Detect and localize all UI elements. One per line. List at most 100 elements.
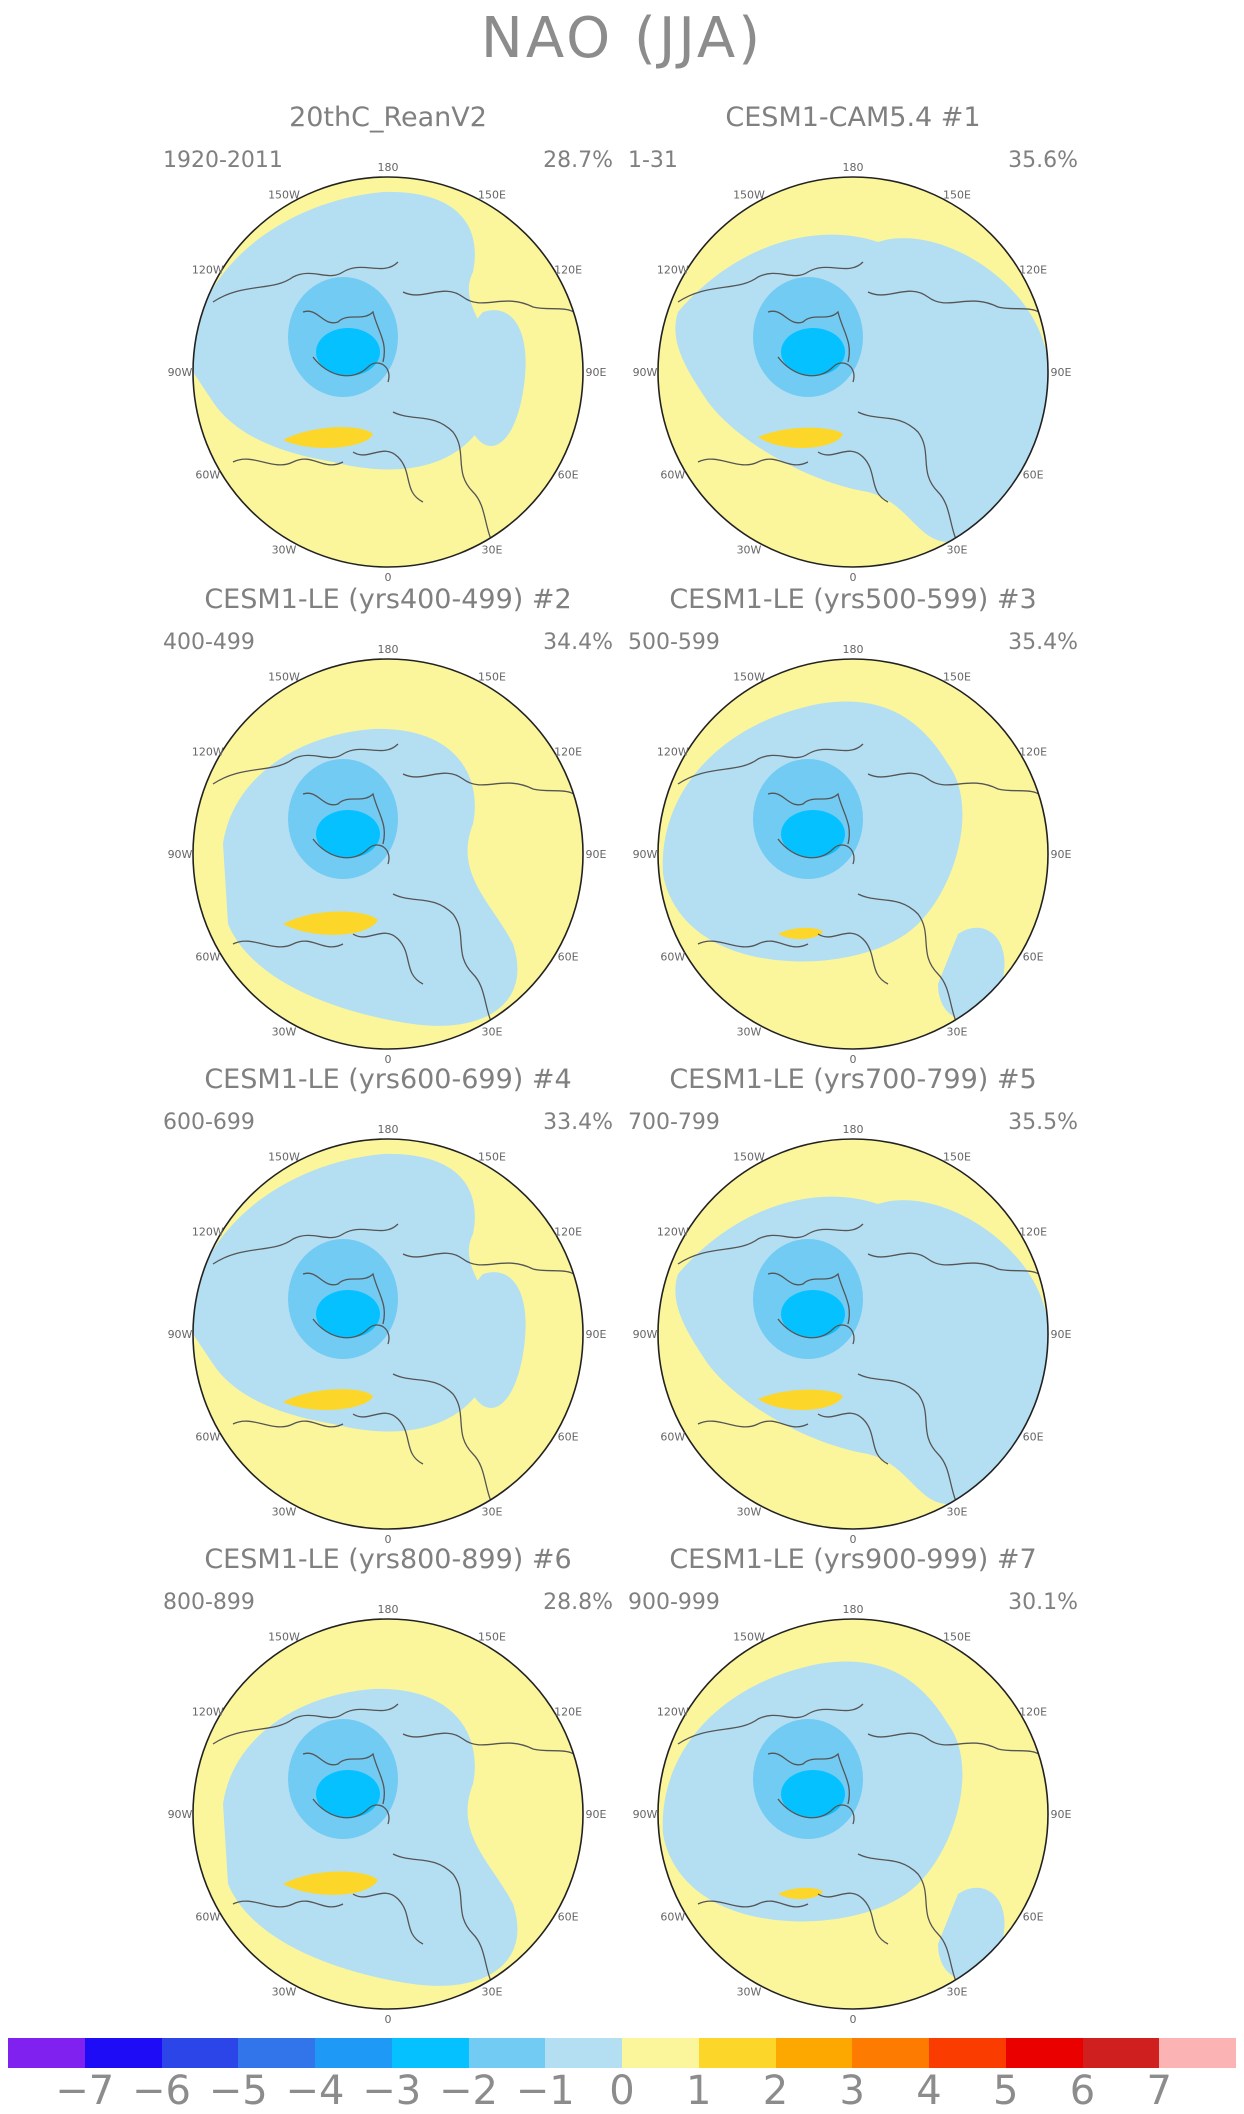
longitude-label: 30W (737, 1506, 762, 1519)
colorbar-labels: −7 −6 −5 −4 −3 −2 −1 0 1 2 3 4 5 6 7 (0, 2068, 1244, 2114)
longitude-label: 120E (1019, 264, 1047, 277)
colorbar-segment (468, 2038, 546, 2068)
panel-percent: 35.5% (1008, 1110, 1078, 1135)
longitude-label: 180 (378, 162, 399, 174)
panel-period: 1920-2011 (163, 148, 283, 173)
coastline (777, 1318, 855, 1345)
colorbar-segment (929, 2038, 1006, 2068)
colorbar-label: −5 (208, 2068, 268, 2114)
coastline (352, 1412, 424, 1465)
longitude-label: 180 (843, 162, 864, 174)
coastline (402, 1252, 583, 1285)
panel-percent: 28.8% (543, 1590, 613, 1615)
panel-title: CESM1-LE (yrs400-499) #2 (204, 584, 572, 615)
coastline (302, 792, 385, 845)
map-panel: CESM1-CAM5.4 #1 1-31 35.6% 180 150E 120E 90… (618, 102, 1088, 582)
map-field (193, 659, 583, 1049)
coastline (312, 1318, 390, 1345)
colorbar-label: −3 (362, 2068, 422, 2114)
coastline (817, 932, 889, 985)
longitude-label: 120E (1019, 1226, 1047, 1239)
negative-anomaly-center (316, 328, 380, 376)
coastline (767, 1752, 850, 1805)
coastline (867, 1732, 1048, 1765)
panel-title: CESM1-LE (yrs700-799) #5 (669, 1064, 1037, 1095)
longitude-label: 90E (1051, 1328, 1072, 1341)
longitude-label: 90E (1051, 848, 1072, 861)
longitude-label: 120E (554, 264, 582, 277)
longitude-label: 150W (268, 1150, 300, 1163)
coastline (232, 1900, 344, 1908)
longitude-label: 150W (268, 670, 300, 683)
coastline (677, 743, 864, 785)
longitude-label: 60E (558, 1431, 579, 1444)
positive-anomaly (758, 427, 843, 449)
colorbar-segment (8, 2038, 85, 2068)
coastline (857, 1853, 964, 1995)
coastline (212, 743, 399, 785)
negative-anomaly-center (316, 1770, 380, 1818)
coastline (697, 1900, 809, 1908)
longitude-label: 30E (482, 544, 503, 557)
longitude-label: 120W (192, 746, 224, 759)
map-panel: CESM1-LE (yrs500-599) #3 500-599 35.4% 1… (618, 584, 1088, 1064)
colorbar-segment (84, 2038, 162, 2068)
longitude-label: 180 (378, 644, 399, 656)
panel-title: 20thC_ReanV2 (289, 102, 487, 133)
coastline (867, 1252, 1048, 1285)
polar-map: 180 150E 120E 90E 60E 30E 0 30W 60W 90W 120W 150W (168, 162, 607, 582)
longitude-label: 150E (943, 1630, 971, 1643)
coastline (677, 1703, 864, 1745)
longitude-label: 120W (657, 1226, 689, 1239)
longitude-label: 120E (554, 1226, 582, 1239)
coastline (402, 1732, 583, 1765)
panel-percent: 30.1% (1008, 1590, 1078, 1615)
coastline (867, 772, 1048, 805)
positive-anomaly (283, 911, 378, 935)
longitude-label: 90W (168, 366, 193, 379)
longitude-label: 30W (272, 1986, 297, 1999)
longitude-label: 60W (195, 1911, 220, 1924)
coastline (302, 310, 385, 363)
coastline (212, 261, 399, 303)
longitude-label: 90E (586, 1328, 607, 1341)
longitude-label: 90E (586, 366, 607, 379)
longitude-label: 0 (850, 571, 857, 582)
coastline (817, 1412, 889, 1465)
colorbar-segment (622, 2038, 699, 2068)
coastline (302, 1752, 385, 1805)
coastline (312, 1798, 390, 1825)
colorbar-segment (698, 2038, 776, 2068)
positive-anomaly (283, 1871, 378, 1895)
panel-period: 500-599 (628, 630, 720, 655)
longitude-label: 120W (192, 264, 224, 277)
coastline (857, 1373, 964, 1515)
map-field (193, 1619, 583, 2009)
map-boundary (657, 1138, 1049, 1530)
map-field (193, 1139, 583, 1529)
colorbar-segment (775, 2038, 853, 2068)
coastline (352, 450, 424, 503)
longitude-label: 120E (1019, 746, 1047, 759)
colorbar-segment (1082, 2038, 1160, 2068)
longitude-label: 30W (737, 1026, 762, 1039)
longitude-label: 60W (660, 1911, 685, 1924)
longitude-label: 60E (1023, 469, 1044, 482)
longitude-label: 0 (385, 571, 392, 582)
panel-period: 800-899 (163, 1590, 255, 1615)
longitude-label: 120W (657, 264, 689, 277)
longitude-label: 60W (195, 469, 220, 482)
longitude-label: 150W (268, 188, 300, 201)
map-field (193, 177, 583, 567)
positive-anomaly (283, 427, 373, 448)
negative-anomaly-center (781, 1770, 845, 1818)
polar-map: 180 150E 120E 90E 60E 30E 0 30W 60W 90W 120W 150W (633, 644, 1072, 1064)
coastline (677, 261, 864, 303)
longitude-label: 120E (554, 1706, 582, 1719)
polar-map: 180 150E 120E 90E 60E 30E 0 30W 60W 90W 120W 150W (168, 644, 607, 1064)
longitude-label: 180 (378, 1124, 399, 1136)
panel-period: 1-31 (628, 148, 678, 173)
longitude-label: 30W (272, 544, 297, 557)
coastline (392, 411, 499, 553)
longitude-label: 60W (660, 469, 685, 482)
